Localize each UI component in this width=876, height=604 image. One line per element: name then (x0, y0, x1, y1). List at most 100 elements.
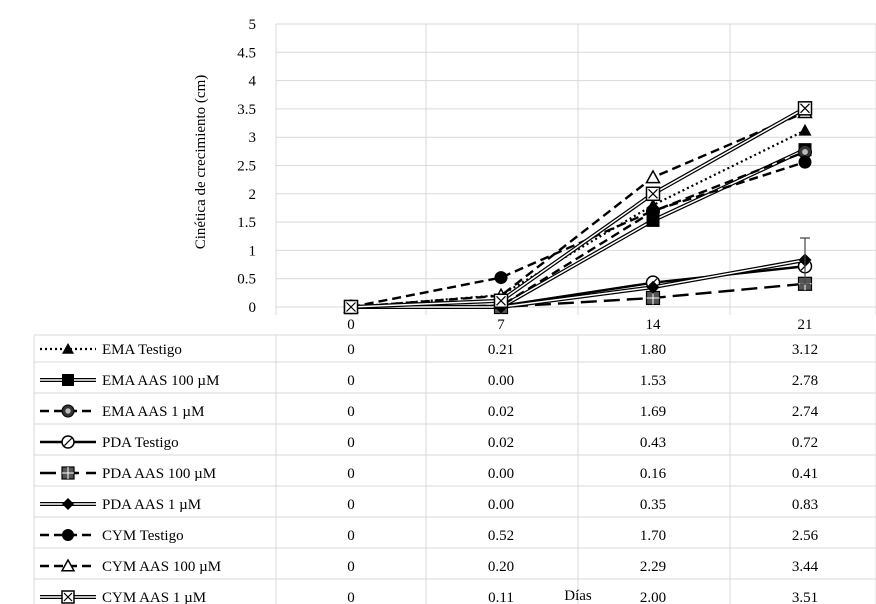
legend-key (40, 558, 96, 572)
data-label: 2.78 (792, 373, 818, 389)
data-label: 0.72 (792, 435, 818, 451)
data-point-marker (61, 404, 75, 418)
data-point-marker (343, 299, 359, 315)
data-label: 2.74 (792, 404, 819, 420)
legend-entry: CYM AAS 1 µM (102, 590, 206, 604)
legend-entry: CYM Testigo (102, 528, 184, 544)
x-tick-label: 0 (347, 317, 355, 333)
legend-entry: PDA AAS 1 µM (102, 497, 201, 513)
data-point-marker (62, 529, 74, 541)
data-point-marker (494, 271, 508, 285)
data-point-marker (61, 435, 75, 449)
error-bar (800, 237, 810, 285)
data-label: 0.52 (488, 528, 514, 544)
legend-key (40, 529, 96, 541)
data-label: 0 (347, 497, 355, 513)
y-tick-label: 2.5 (237, 159, 256, 175)
table-row: EMA AAS 100 µM 0 0.00 1.53 2.78 (40, 373, 818, 389)
data-label: 0 (347, 342, 355, 358)
data-point-marker (646, 280, 660, 294)
data-label: 0.00 (488, 373, 514, 389)
data-point-marker (797, 101, 813, 116)
legend-entry: EMA AAS 100 µM (102, 373, 219, 389)
data-label: 0 (347, 404, 355, 420)
y-tick-label: 4 (249, 74, 257, 90)
data-label: 3.51 (792, 590, 818, 604)
series-line (350, 160, 806, 309)
table-row: CYM AAS 1 µM 0 0.11 2.00 3.51 (40, 590, 818, 604)
series-line (350, 111, 806, 309)
data-label: 0 (347, 435, 355, 451)
table-row: EMA Testigo 0 0.21 1.80 3.12 (40, 342, 818, 358)
table-row: CYM Testigo 0 0.52 1.70 2.56 (40, 528, 819, 544)
y-tick-label: 3.5 (237, 102, 256, 118)
data-label: 1.69 (640, 404, 666, 420)
legend-entry: EMA AAS 1 µM (102, 404, 204, 420)
legend-key (40, 498, 96, 510)
data-label: 3.44 (792, 559, 819, 575)
legend-key (40, 435, 96, 449)
axis-labels: Cinética de crecimiento (cm) Días 0 0.5 1 1… (193, 17, 813, 604)
data-point-marker (61, 466, 75, 480)
legend-key (40, 343, 96, 354)
y-tick-label: 2 (249, 187, 257, 203)
data-point-marker (645, 290, 661, 306)
data-label: 0 (347, 528, 355, 544)
table-row: EMA AAS 1 µM 0 0.02 1.69 2.74 (40, 404, 819, 420)
x-axis-label: Días (564, 588, 592, 604)
data-label: 0.83 (792, 497, 818, 513)
data-point-marker (493, 293, 509, 309)
data-label: 2.00 (640, 590, 666, 604)
data-label: 0 (347, 559, 355, 575)
data-point-marker (798, 144, 812, 159)
data-label: 0.16 (640, 466, 667, 482)
data-label: 0.21 (488, 342, 514, 358)
data-point-marker (62, 374, 74, 386)
data-point-marker (62, 343, 74, 354)
data-table: EMA Testigo 0 0.21 1.80 3.12 EMA AAS 100 µM 0 0… (33, 334, 876, 604)
data-label: 1.53 (640, 373, 666, 389)
legend-entry: PDA Testigo (102, 435, 179, 451)
data-label: 0.20 (488, 559, 514, 575)
table-row: PDA Testigo 0 0.02 0.43 0.72 (40, 435, 818, 451)
y-tick-label: 0 (249, 300, 257, 316)
data-label: 3.12 (792, 342, 818, 358)
data-label: 0 (347, 590, 355, 604)
data-point-marker (645, 186, 661, 202)
legend-key (40, 374, 96, 386)
data-label: 2.56 (792, 528, 819, 544)
grid-lines (275, 23, 876, 315)
y-tick-label: 1 (249, 243, 257, 259)
legend-entry: EMA Testigo (102, 342, 182, 358)
y-tick-label: 1.5 (237, 215, 256, 231)
data-label: 0.00 (488, 466, 514, 482)
legend-entry: CYM AAS 100 µM (102, 559, 221, 575)
y-tick-label: 4.5 (237, 45, 256, 61)
data-label: 0 (347, 373, 355, 389)
data-label: 0.35 (640, 497, 666, 513)
y-tick-label: 0.5 (237, 272, 256, 288)
legend-key (40, 404, 96, 418)
y-axis-label: Cinética de crecimiento (cm) (193, 75, 209, 250)
data-label: 0.02 (488, 435, 514, 451)
data-point-marker (61, 590, 75, 604)
data-label: 0.43 (640, 435, 666, 451)
data-label: 0.41 (792, 466, 818, 482)
x-tick-label: 7 (497, 317, 505, 333)
data-point-marker (62, 498, 74, 510)
data-point-marker (645, 169, 661, 184)
series-9 (343, 101, 813, 315)
legend-entry: PDA AAS 100 µM (102, 466, 216, 482)
table-row: PDA AAS 100 µM 0 0.00 0.16 0.41 (40, 466, 818, 482)
data-label: 0 (347, 466, 355, 482)
series-line (350, 107, 806, 308)
data-label: 2.29 (640, 559, 666, 575)
y-tick-label: 3 (249, 130, 257, 146)
data-label: 0.11 (488, 590, 514, 604)
data-point-marker (798, 123, 812, 136)
data-label: 1.80 (640, 342, 666, 358)
data-point-marker (60, 558, 76, 572)
table-row: CYM AAS 100 µM 0 0.20 2.29 3.44 (40, 558, 819, 575)
data-label: 1.70 (640, 528, 666, 544)
